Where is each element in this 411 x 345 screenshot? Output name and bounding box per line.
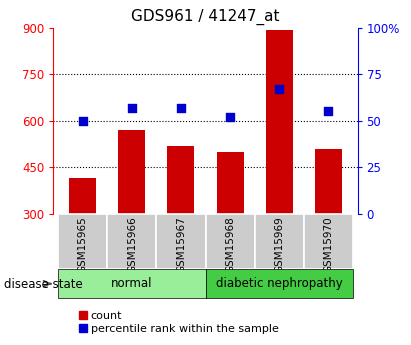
Point [129, 105, 135, 110]
Bar [168, 146, 194, 214]
Point [80, 118, 86, 124]
Bar [118, 130, 145, 214]
Bar [315, 149, 342, 214]
Text: GSM15965: GSM15965 [78, 217, 88, 273]
Text: GSM15970: GSM15970 [323, 217, 333, 273]
Bar [157, 214, 206, 269]
Text: GSM15969: GSM15969 [274, 217, 284, 273]
Bar [206, 269, 353, 298]
Bar [58, 214, 107, 269]
Text: diabetic nephropathy: diabetic nephropathy [216, 277, 342, 290]
Point [325, 109, 331, 114]
Text: normal: normal [111, 277, 152, 290]
Legend: count, percentile rank within the sample: count, percentile rank within the sample [74, 306, 283, 339]
Point [178, 105, 184, 110]
Point [227, 114, 233, 120]
Title: GDS961 / 41247_at: GDS961 / 41247_at [131, 9, 280, 25]
Bar [107, 214, 157, 269]
Bar [304, 214, 353, 269]
Bar [217, 152, 243, 214]
Text: GSM15968: GSM15968 [225, 217, 235, 273]
Text: GSM15966: GSM15966 [127, 217, 137, 273]
Bar [206, 214, 254, 269]
Bar [266, 30, 293, 214]
Bar [58, 269, 206, 298]
Text: GSM15967: GSM15967 [176, 217, 186, 273]
Point [276, 86, 282, 92]
Bar [69, 178, 96, 214]
Text: disease state: disease state [4, 278, 83, 291]
Bar [254, 214, 304, 269]
